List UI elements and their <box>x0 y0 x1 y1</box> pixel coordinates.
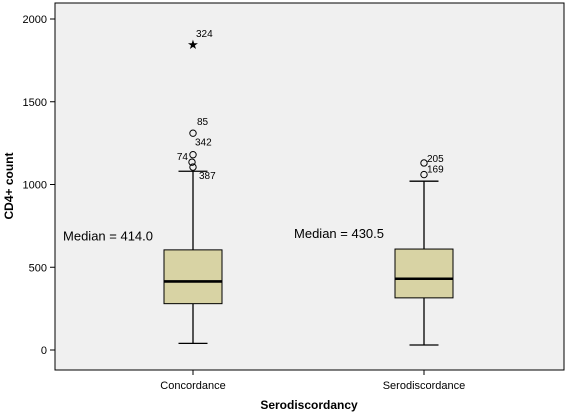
box <box>163 249 223 305</box>
outlier-label: 205 <box>427 154 444 165</box>
outlier-label: 85 <box>197 117 209 128</box>
y-tick-label: 500 <box>29 262 47 274</box>
box <box>394 248 454 299</box>
outlier-circle-marker <box>189 129 197 137</box>
y-axis-title: CD4+ count <box>2 152 16 219</box>
outlier-circle-marker <box>420 170 428 179</box>
outlier-label: 387 <box>199 171 216 182</box>
outlier-circle-marker <box>189 163 197 171</box>
outlier-label: 169 <box>427 165 444 176</box>
outlier-circle-marker <box>189 151 197 159</box>
x-tick-label: Concordance <box>160 380 225 392</box>
y-tick-label: 0 <box>41 345 47 357</box>
outlier-circle-marker <box>188 158 196 166</box>
box-group-concordance: Median = 414.0 ★324 85 342 74 387 <box>63 29 223 345</box>
outlier-label: 324 <box>196 29 213 40</box>
outlier-label: 74 <box>177 152 189 163</box>
x-tick-label: Serodiscordance <box>383 380 466 392</box>
y-tick-label: 2000 <box>23 14 47 26</box>
box-groups: Median = 414.0 ★324 85 342 74 387 Median = 430… <box>63 29 454 346</box>
y-axis: 0 500 1000 1500 2000 <box>23 14 55 357</box>
outlier-star-marker: ★ <box>187 38 199 53</box>
y-tick-label: 1000 <box>23 180 47 192</box>
y-tick-label: 1500 <box>23 97 47 109</box>
outlier-label: 342 <box>195 138 212 149</box>
x-axis: Concordance Serodiscordance <box>160 370 465 392</box>
median-label: Median = 414.0 <box>63 228 153 243</box>
median-label: Median = 430.5 <box>294 226 384 241</box>
outlier-circle-marker <box>420 159 428 167</box>
x-axis-title: Serodiscordancy <box>260 398 358 412</box>
plot-area <box>54 2 565 371</box>
